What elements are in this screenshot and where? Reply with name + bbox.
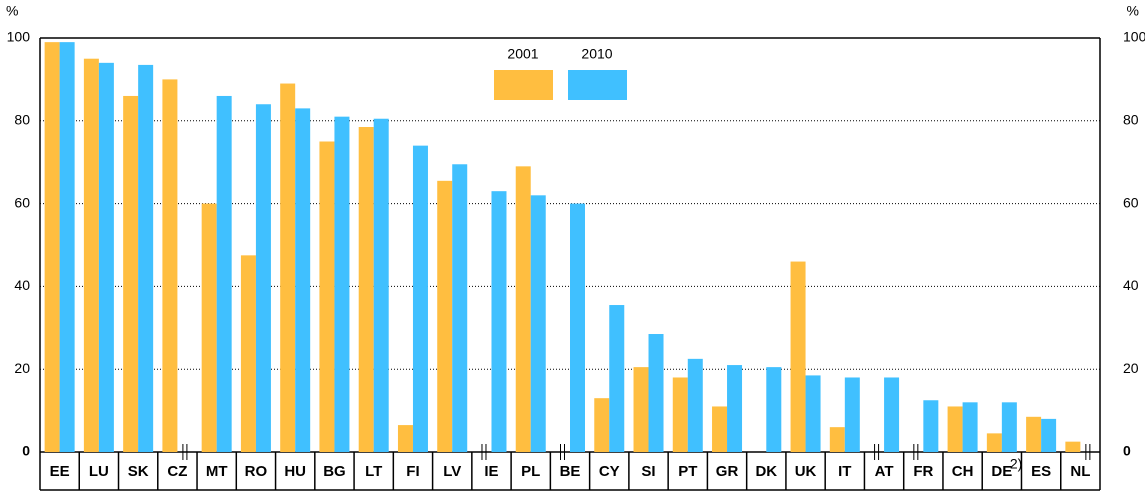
bar [412, 145, 428, 452]
bar [672, 377, 688, 452]
bar [844, 377, 860, 452]
x-tick-label: LU [89, 463, 109, 480]
bar [240, 255, 256, 452]
y2-tick-label: 60 [1123, 194, 1139, 210]
bar [829, 427, 845, 452]
x-tick-label: EE [50, 463, 70, 480]
legend-swatch [568, 70, 627, 100]
x-tick-label: DK [755, 463, 777, 480]
bar [633, 367, 649, 452]
bar [986, 433, 1002, 452]
category-note: 2) [1010, 456, 1022, 472]
bar [570, 203, 585, 452]
bar [1026, 416, 1042, 452]
bar [727, 365, 743, 452]
x-tick-label: PT [678, 463, 697, 480]
bar [648, 334, 664, 452]
bar [947, 406, 963, 452]
x-tick-label: CH [952, 463, 974, 480]
legend-label: 2010 [581, 46, 612, 62]
y2-tick-label: 40 [1123, 277, 1139, 293]
bar [491, 191, 507, 452]
bar [923, 400, 939, 452]
y-tick-label: 40 [14, 277, 30, 293]
x-tick-label: LT [365, 463, 382, 480]
bar [594, 398, 610, 452]
bar [138, 64, 154, 452]
x-tick-label: LV [443, 463, 461, 480]
bar [437, 180, 453, 452]
bar [59, 42, 75, 452]
bar [1065, 441, 1081, 452]
bar [687, 358, 703, 452]
x-tick-label: IE [484, 463, 498, 480]
x-tick-label: CZ [167, 463, 187, 480]
bar [712, 406, 728, 452]
y-tick-label: 20 [14, 360, 30, 376]
bar [44, 42, 60, 452]
bar [515, 166, 531, 452]
x-tick-label: BG [323, 463, 346, 480]
x-tick-label: FR [913, 463, 933, 480]
bar [805, 375, 821, 452]
x-tick-label: NL [1070, 463, 1090, 480]
bar [255, 104, 271, 453]
y2-tick-label: 20 [1123, 360, 1139, 376]
x-tick-label: HU [284, 463, 306, 480]
legend-swatch [494, 70, 553, 100]
y2-tick-label: 80 [1123, 112, 1139, 128]
bar [530, 195, 546, 452]
bar [790, 261, 806, 452]
bar [162, 79, 178, 453]
legend-label: 2001 [507, 46, 538, 62]
y-tick-label: 100 [7, 29, 31, 45]
x-tick-label: CY [599, 463, 620, 480]
x-tick-label: AT [875, 463, 894, 480]
bar [884, 377, 900, 452]
x-tick-label: RO [245, 463, 268, 480]
x-tick-label: PL [521, 463, 540, 480]
bar [83, 58, 99, 452]
y-tick-label: 60 [14, 194, 30, 210]
y2-tick-label: 0 [1123, 443, 1131, 459]
y-unit-right: % [1127, 3, 1139, 19]
bar [123, 95, 139, 453]
x-tick-label: SK [128, 463, 149, 480]
bar [373, 118, 389, 452]
x-tick-label: SI [641, 463, 655, 480]
x-tick-label: DE [991, 463, 1012, 480]
x-tick-label: GR [716, 463, 739, 480]
x-tick-label: ES [1031, 463, 1051, 480]
x-tick-label: BE [560, 463, 581, 480]
bar [962, 402, 978, 452]
bar [334, 116, 350, 452]
bar [216, 95, 232, 453]
x-tick-label: UK [795, 463, 817, 480]
bar [1041, 418, 1057, 452]
bar [609, 305, 625, 452]
x-tick-label: IT [838, 463, 851, 480]
bar [358, 127, 374, 452]
y-tick-label: 0 [22, 443, 30, 459]
bar [201, 203, 217, 452]
bar [295, 108, 311, 452]
x-tick-label: MT [206, 463, 228, 480]
bar [452, 164, 468, 452]
bar [766, 367, 782, 452]
bar [319, 141, 335, 452]
y-tick-label: 80 [14, 112, 30, 128]
bar [98, 62, 114, 453]
y2-tick-label: 100 [1123, 29, 1145, 45]
bar [280, 83, 296, 452]
bar [1001, 402, 1017, 452]
x-tick-label: FI [406, 463, 419, 480]
bar [397, 425, 413, 452]
y-unit-left: % [6, 3, 18, 19]
